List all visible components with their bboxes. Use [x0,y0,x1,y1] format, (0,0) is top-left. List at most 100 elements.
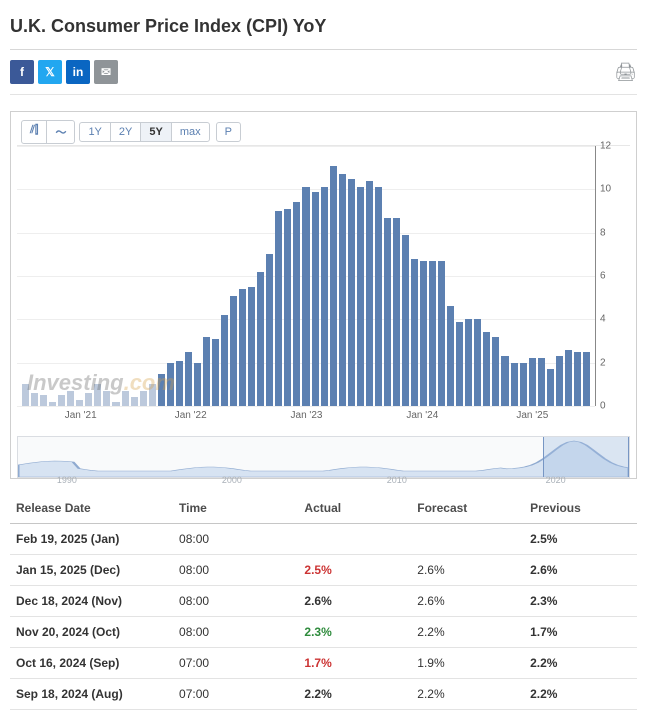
bar[interactable] [321,187,328,406]
bar[interactable] [330,166,337,407]
share-bar: f 𝕏 in ✉ 🖨 [10,50,637,95]
chart-plot[interactable]: Investing.com [17,146,596,406]
bar[interactable] [574,352,581,406]
bar[interactable] [221,315,228,406]
navigator-selection[interactable] [543,437,629,477]
range-2y-button[interactable]: 2Y [110,123,140,141]
bar[interactable] [302,187,309,406]
chart-container: ⫽⫿ 〜 1Y 2Y 5Y max P Investing.com 024681… [10,111,637,479]
print-icon[interactable]: 🖨 [614,62,637,83]
cell-date: Oct 16, 2024 (Sep) [10,648,173,679]
cell-time: 08:00 [173,586,298,617]
bar[interactable] [438,261,445,406]
bar[interactable] [58,395,65,406]
bar[interactable] [239,289,246,406]
bar[interactable] [492,337,499,406]
bar[interactable] [31,393,38,406]
x-axis: Jan '21Jan '22Jan '23Jan '24Jan '25 [17,406,596,430]
bar[interactable] [420,261,427,406]
bar[interactable] [339,174,346,406]
bar[interactable] [520,363,527,406]
bar[interactable] [167,363,174,406]
y-tick: 2 [600,357,606,368]
bar[interactable] [583,352,590,406]
bar[interactable] [40,395,47,406]
bar[interactable] [122,391,129,406]
bar[interactable] [538,358,545,406]
table-row[interactable]: Feb 19, 2025 (Jan)08:002.5% [10,524,637,555]
bar[interactable] [203,337,210,406]
bar[interactable] [565,350,572,406]
bar[interactable] [483,332,490,406]
bar[interactable] [429,261,436,406]
range-5y-button[interactable]: 5Y [140,123,170,141]
bar[interactable] [212,339,219,406]
bar[interactable] [474,319,481,406]
bar[interactable] [348,179,355,407]
bar[interactable] [384,218,391,407]
bar[interactable] [22,384,29,406]
bar[interactable] [85,393,92,406]
bar[interactable] [529,358,536,406]
bar[interactable] [103,391,110,406]
bar[interactable] [556,356,563,406]
bar[interactable] [67,391,74,406]
cell-actual: 2.5% [298,555,411,586]
cell-forecast: 2.6% [411,586,524,617]
bar[interactable] [312,192,319,407]
bar[interactable] [447,306,454,406]
bar[interactable] [230,296,237,407]
bar[interactable] [149,384,156,406]
bar[interactable] [366,181,373,406]
bar[interactable] [293,202,300,406]
share-email-icon[interactable]: ✉ [94,60,118,84]
bar[interactable] [194,363,201,406]
bar[interactable] [357,187,364,406]
bar[interactable] [511,363,518,406]
chart-navigator[interactable]: 1990200020102020 [17,436,630,478]
range-max-button[interactable]: max [171,123,209,141]
y-tick: 6 [600,271,606,282]
table-row[interactable]: Jan 15, 2025 (Dec)08:002.5%2.6%2.6% [10,555,637,586]
bar[interactable] [158,374,165,407]
bar[interactable] [176,361,183,407]
range-1y-button[interactable]: 1Y [80,123,109,141]
bar[interactable] [456,322,463,407]
bar[interactable] [94,384,101,406]
chart-type-line-button[interactable]: 〜 [46,121,74,143]
table-row[interactable]: Nov 20, 2024 (Oct)08:002.3%2.2%1.7% [10,617,637,648]
cell-date: Jan 15, 2025 (Dec) [10,555,173,586]
bar[interactable] [547,369,554,406]
table-row[interactable]: Sep 18, 2024 (Aug)07:002.2%2.2%2.2% [10,679,637,710]
x-tick: Jan '24 [406,410,438,421]
bar[interactable] [284,209,291,406]
cell-time: 08:00 [173,524,298,555]
share-facebook-icon[interactable]: f [10,60,34,84]
bar[interactable] [266,254,273,406]
x-tick: Jan '23 [291,410,323,421]
bar[interactable] [501,356,508,406]
bar[interactable] [131,397,138,406]
y-tick: 10 [600,184,611,195]
bar[interactable] [375,187,382,406]
bar[interactable] [140,391,147,406]
cell-actual: 2.2% [298,679,411,710]
chart-type-bar-button[interactable]: ⫽⫿ [22,121,46,143]
bar[interactable] [257,272,264,406]
cell-time: 08:00 [173,555,298,586]
bar[interactable] [465,319,472,406]
bar[interactable] [393,218,400,407]
y-tick: 4 [600,314,606,325]
bar[interactable] [411,259,418,406]
y-tick: 0 [600,401,606,412]
bar[interactable] [248,287,255,406]
share-linkedin-icon[interactable]: in [66,60,90,84]
bar[interactable] [275,211,282,406]
table-row[interactable]: Dec 18, 2024 (Nov)08:002.6%2.6%2.3% [10,586,637,617]
percent-button[interactable]: P [216,122,241,142]
bar[interactable] [402,235,409,406]
bar[interactable] [185,352,192,406]
th-actual: Actual [298,493,411,524]
share-x-icon[interactable]: 𝕏 [38,60,62,84]
table-row[interactable]: Oct 16, 2024 (Sep)07:001.7%1.9%2.2% [10,648,637,679]
